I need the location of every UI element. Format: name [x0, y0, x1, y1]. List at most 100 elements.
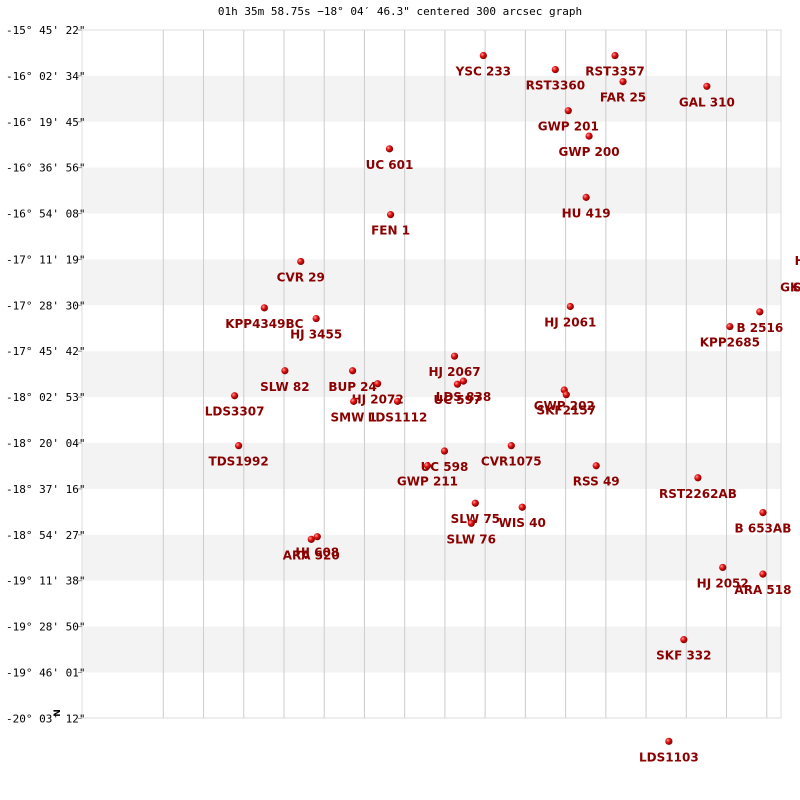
star-label: B 2516: [736, 321, 783, 335]
star-point: [582, 193, 590, 201]
y-tick-label: -16° 02' 34": [6, 70, 85, 83]
star-point: [235, 442, 243, 450]
star-point: [564, 107, 572, 115]
star-point: [592, 462, 600, 470]
star-point: [230, 392, 239, 400]
star-label: LDS1103: [639, 750, 699, 764]
star-label: BUP 24: [328, 380, 377, 394]
star-label: HJ 3455: [290, 328, 342, 342]
star-label: FAR 25: [600, 91, 646, 105]
vertical-gridlines: [162, 30, 768, 718]
y-tick-label: -20° 03' 12": [6, 712, 85, 725]
star-label: LDS1112: [368, 410, 428, 424]
y-tick-label: -19° 11' 38": [6, 575, 85, 588]
star-point: [423, 462, 432, 470]
star-point: [349, 367, 357, 375]
y-tick-label: -16° 54' 08": [6, 208, 85, 221]
star-point: [281, 367, 289, 375]
star-point: [585, 132, 593, 140]
band-row: [82, 75, 781, 122]
star-label: GWP 200: [559, 145, 620, 159]
star-label: KPP2685: [700, 336, 760, 350]
star-point: [450, 352, 459, 360]
star-point: [260, 304, 268, 312]
star-label: SKF 332: [656, 649, 711, 663]
star-label: UC 597: [434, 393, 482, 407]
band-row: [82, 488, 781, 535]
star-point: [440, 447, 449, 455]
star-point: [307, 535, 315, 543]
band-row: [82, 167, 781, 214]
star-label: B 653AB: [735, 522, 792, 536]
star-label: SLW 76: [447, 532, 496, 546]
chart-title: 01h 35m 58.75s −18° 04′ 46.3" centered 3…: [217, 5, 583, 18]
band-row: [82, 305, 781, 352]
band-row: [82, 351, 781, 398]
star-label: SKF 119: [793, 280, 800, 294]
star-point: [759, 570, 767, 578]
y-tick-label: -18° 54' 27": [6, 529, 85, 542]
star-label: HU 419: [562, 206, 611, 220]
star-point: [759, 508, 767, 517]
band-row: [82, 672, 781, 719]
y-tick-label: -19° 46' 01": [6, 667, 85, 680]
star-label: SMW 1: [331, 410, 377, 424]
star-point: [312, 314, 320, 323]
star-point: [551, 65, 559, 74]
north-label: N: [53, 709, 63, 717]
star-label: LDS 838: [436, 390, 491, 404]
star-point: [467, 519, 475, 527]
star-label: GWP 211: [397, 475, 458, 489]
y-axis-labels: -15° 45' 22" -16° 02' 34" -16° 19' 45" -16°…: [6, 24, 85, 725]
star-label: SLW 75: [451, 512, 500, 526]
star-label: TDS1992: [209, 455, 269, 469]
star-label: GAL 310: [679, 95, 735, 109]
star-label: SKF2157: [536, 404, 596, 418]
star-point: [459, 377, 468, 385]
y-tick-label: -18° 37' 16": [6, 483, 85, 496]
star-point: [350, 397, 358, 405]
star-point: [694, 474, 702, 482]
star-label: WIS 40: [499, 516, 546, 530]
y-tick-label: -16° 19' 45": [6, 116, 85, 129]
y-tick-label: -15° 45' 22": [6, 24, 85, 37]
star-label: CVR1075: [481, 455, 542, 469]
star-point: [566, 302, 574, 311]
star-label: HJ 608: [295, 546, 339, 560]
band-row: [82, 30, 781, 76]
star-label: HJ 2052: [697, 576, 749, 590]
band-row: [82, 397, 781, 443]
star-label: GWP 201: [538, 120, 599, 134]
star-label: ARA 518: [734, 583, 791, 597]
star-label: HJ 2072: [352, 393, 404, 407]
star-point: [374, 380, 382, 388]
star-point: [471, 499, 479, 507]
star-label: GKM 9/24Ea: [780, 280, 800, 294]
star-point: [619, 77, 627, 86]
y-tick-label: -17° 11' 19": [6, 253, 85, 266]
y-tick-label: -18° 20' 04": [6, 437, 85, 450]
y-tick-label: -19° 28' 50": [6, 621, 85, 634]
star-label: HJ 2067: [428, 365, 480, 379]
star-label: YSC 233: [455, 65, 511, 79]
star-point: [756, 308, 764, 316]
star-point: [703, 82, 711, 90]
band-row: [82, 580, 781, 627]
y-tick-label: -17° 45' 42": [6, 345, 85, 358]
band-row: [82, 259, 781, 306]
star-point: [611, 51, 619, 60]
star-point: [518, 503, 526, 511]
star-label: RST2262AB: [659, 487, 737, 501]
star-point: [453, 380, 462, 388]
star-label: UC 598: [421, 460, 469, 474]
band-row: [82, 626, 781, 673]
star-point: [562, 391, 570, 399]
star-label: UC 601: [366, 158, 414, 172]
star-point: [719, 563, 727, 572]
star-point: [313, 533, 321, 541]
star-point: [507, 442, 515, 450]
star-label: SLW 82: [260, 380, 309, 394]
star-label: KPP4349BC: [225, 317, 303, 331]
